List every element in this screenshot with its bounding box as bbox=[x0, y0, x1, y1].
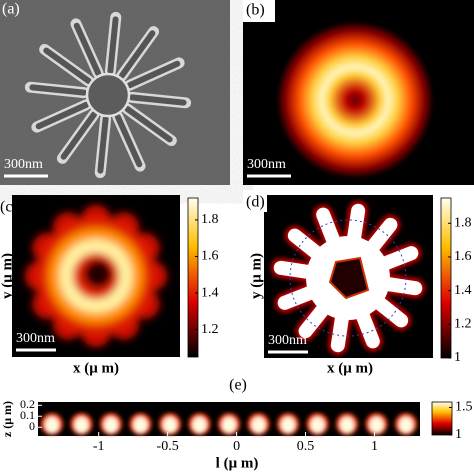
colorbar-tick-label: 1.2 bbox=[454, 317, 472, 332]
nanorod-core bbox=[124, 106, 173, 143]
x-tick-label: -1 bbox=[93, 439, 105, 454]
scale-bar-label: 300nm bbox=[247, 157, 286, 172]
nanorod-core bbox=[114, 113, 143, 168]
blob bbox=[399, 417, 413, 433]
nanorod-core bbox=[119, 30, 156, 79]
panel-label: (b) bbox=[246, 2, 265, 19]
nanorod-core bbox=[97, 115, 109, 174]
panel-d: (d) 300nm x (μ m) y (μ m) bbox=[243, 190, 433, 376]
intensity-ring bbox=[277, 22, 433, 178]
blob bbox=[340, 417, 354, 433]
blob bbox=[310, 417, 325, 433]
panel-label: (d) bbox=[246, 194, 265, 211]
blob bbox=[222, 417, 236, 433]
ring bbox=[59, 239, 133, 313]
x-axis-label: x (μ m) bbox=[327, 360, 373, 376]
blob bbox=[74, 417, 89, 433]
colorbar bbox=[431, 401, 453, 436]
y-axis-label: y (μ m) bbox=[0, 253, 15, 299]
intensity-map bbox=[270, 200, 426, 356]
colorbar-tick-label: 1.6 bbox=[454, 249, 472, 264]
colorbar-tick-label: 1.8 bbox=[201, 212, 219, 227]
hole bbox=[84, 260, 112, 288]
panel-label: (a) bbox=[2, 1, 20, 18]
colorbar-tick-label: 1 bbox=[454, 350, 461, 365]
x-axis-label: l (μ m) bbox=[216, 455, 259, 471]
blob bbox=[104, 417, 118, 433]
nanorod-core bbox=[29, 84, 88, 96]
axes: 1.2 1.4 1.6 1.8 1 1.2 1.4 1.6 1.8 1 1.5 -1 -0.5 0 0.5 1… bbox=[20, 197, 473, 454]
blob bbox=[45, 417, 59, 433]
colorbar-tick-label: 1 bbox=[455, 427, 462, 442]
x-axis-label: x (μ m) bbox=[73, 360, 119, 376]
blob bbox=[192, 417, 207, 433]
nanorod-core bbox=[126, 60, 181, 89]
y-axis-label: y (μ m) bbox=[248, 253, 264, 299]
blob bbox=[281, 417, 295, 433]
colorbar bbox=[187, 197, 199, 358]
blob bbox=[133, 417, 148, 433]
y-tick-label: 0.1 bbox=[20, 408, 35, 422]
blob bbox=[369, 417, 384, 433]
panel-b: (b) 300nm bbox=[243, 0, 474, 185]
blob bbox=[163, 417, 177, 433]
colorbar-tick-label: 1.5 bbox=[455, 400, 473, 415]
label-box bbox=[243, 0, 275, 22]
label-box bbox=[243, 190, 267, 212]
hole bbox=[328, 256, 370, 300]
colorbar-tick-label: 1.4 bbox=[201, 285, 219, 300]
center-disk bbox=[85, 72, 131, 118]
y-tick-label: 0.2 bbox=[20, 397, 35, 411]
nanorod-core bbox=[43, 47, 92, 84]
guide bbox=[289, 219, 407, 337]
colorbar-tick-label: 1.2 bbox=[201, 322, 219, 337]
colorbar-tick-label: 1.6 bbox=[201, 249, 219, 264]
ring-outer bbox=[48, 228, 144, 324]
panel-c: (c) 300nm x (μ m) y (μ m) bbox=[0, 195, 180, 376]
scale-bar-label: 300nm bbox=[4, 157, 43, 172]
intensity-map bbox=[41, 413, 417, 435]
panel-label: (e) bbox=[229, 377, 247, 394]
x-tick-label: 1 bbox=[371, 439, 378, 454]
colorbar-tick-label: 1.4 bbox=[454, 283, 472, 298]
nanorod-core bbox=[128, 94, 187, 106]
panel-a: (a) 300nm bbox=[0, 0, 230, 185]
panel-label: (c) bbox=[0, 199, 18, 216]
x-tick-label: -0.5 bbox=[157, 439, 179, 454]
x-tick-label: 0 bbox=[233, 439, 240, 454]
nanorod-core bbox=[107, 16, 119, 75]
x-tick-label: 0.5 bbox=[297, 439, 315, 454]
panel-e: (e) l (μ m) z (μ m) bbox=[0, 377, 420, 471]
blob bbox=[251, 417, 266, 433]
y-axis-label: z (μ m) bbox=[0, 401, 14, 437]
colorbar bbox=[440, 197, 452, 359]
scale-bar-label: 300nm bbox=[16, 331, 55, 346]
nanorod-core bbox=[73, 22, 102, 77]
scale-bar-label: 300nm bbox=[268, 333, 307, 348]
nanorod-core bbox=[35, 101, 90, 130]
y-tick-label: 0 bbox=[29, 419, 35, 433]
nanostructure bbox=[24, 11, 192, 179]
nanorod-core bbox=[60, 111, 97, 160]
intensity-map bbox=[25, 205, 167, 347]
colorbar-tick-label: 1.8 bbox=[454, 215, 472, 230]
